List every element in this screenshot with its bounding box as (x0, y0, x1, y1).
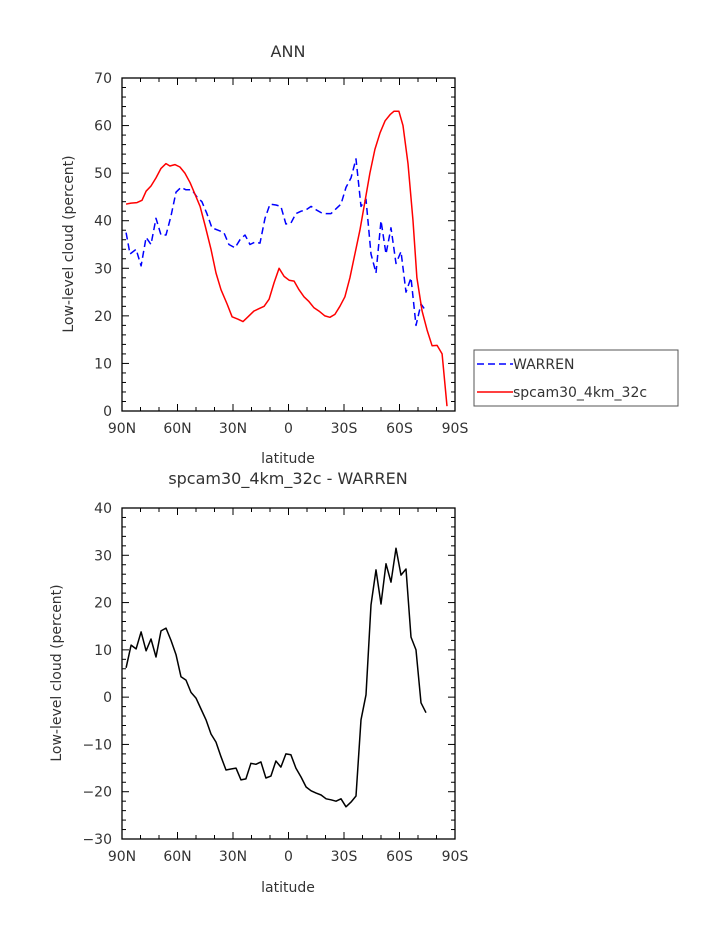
x-tick-label: 60N (163, 849, 191, 865)
series-line-spcam30-4km-32c (125, 110, 448, 407)
x-tick-label: 90N (108, 421, 136, 437)
x-tick-label: 90S (442, 849, 469, 865)
x-tick-label: 30N (219, 421, 247, 437)
x-tick-label: 60N (163, 421, 191, 437)
x-tick-label: 0 (284, 421, 293, 437)
x-tick-label: 90N (108, 849, 136, 865)
y-tick-label: 0 (103, 404, 112, 420)
legend: WARREN spcam30_4km_32c (473, 349, 679, 407)
y-tick-label: 30 (94, 261, 112, 277)
plot-frame (121, 507, 456, 840)
y-tick-label: 50 (94, 166, 112, 182)
y-tick-label: 10 (94, 643, 112, 659)
x-tick-label: 90S (442, 421, 469, 437)
y-tick-label: 30 (94, 548, 112, 564)
bottom-xlabel: latitude (261, 880, 315, 896)
y-tick-label: 70 (94, 71, 112, 87)
legend-label-warren: WARREN (513, 357, 574, 373)
y-tick-label: 20 (94, 309, 112, 325)
series-line-warren (125, 158, 427, 327)
bottom-ylabel: Low-level cloud (percent) (49, 584, 65, 761)
series-line-difference (125, 547, 427, 808)
bottom-panel: spcam30_4km_32c - WARREN latitude Low-le… (49, 469, 468, 896)
y-tick-label: 40 (94, 501, 112, 517)
top-xlabel: latitude (261, 451, 315, 467)
x-tick-label: 60S (386, 421, 413, 437)
x-tick-label: 30S (331, 849, 358, 865)
x-tick-label: 0 (284, 849, 293, 865)
bottom-title: spcam30_4km_32c - WARREN (168, 469, 407, 489)
x-tick-label: 60S (386, 849, 413, 865)
y-tick-label: −20 (82, 785, 112, 801)
y-tick-label: 60 (94, 119, 112, 135)
y-tick-label: −10 (82, 737, 112, 753)
plot-frame (121, 77, 456, 412)
y-tick-label: −30 (82, 832, 112, 848)
y-tick-label: 10 (94, 356, 112, 372)
x-tick-label: 30N (219, 849, 247, 865)
y-tick-label: 20 (94, 596, 112, 612)
top-panel: ANN latitude Low-level cloud (percent) 9… (61, 42, 468, 467)
top-title: ANN (271, 42, 306, 61)
y-tick-label: 0 (103, 690, 112, 706)
x-tick-label: 30S (331, 421, 358, 437)
legend-label-spcam: spcam30_4km_32c (513, 385, 647, 401)
y-tick-label: 40 (94, 214, 112, 230)
top-ylabel: Low-level cloud (percent) (61, 155, 77, 332)
legend-box (473, 349, 679, 407)
